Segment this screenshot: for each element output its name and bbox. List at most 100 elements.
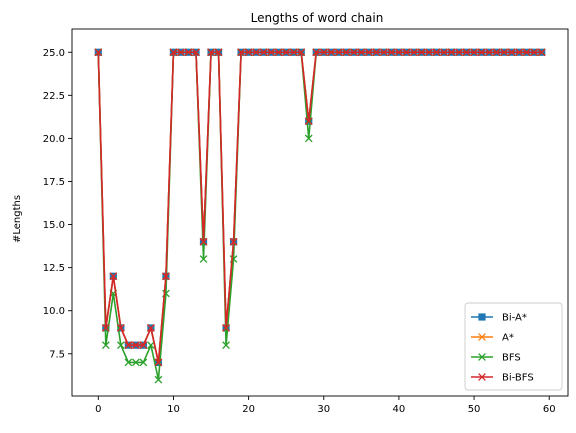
data-point-bfs xyxy=(199,255,208,263)
data-point-bi-bfs xyxy=(417,48,426,57)
data-point-bi-bfs xyxy=(500,48,508,57)
data-point-bi-bfs xyxy=(154,358,163,367)
data-point-bi-bfs xyxy=(387,48,396,57)
legend-label: A* xyxy=(502,333,514,344)
y-axis-label: #Lengths xyxy=(12,195,23,243)
x-tick-label: 20 xyxy=(242,404,255,415)
y-tick-label: 20.0 xyxy=(43,134,65,145)
data-point-bi-bfs xyxy=(116,324,125,332)
data-point-bi-bfs xyxy=(530,48,539,57)
data-point-bi-bfs xyxy=(319,48,328,57)
legend-label: Bi-A* xyxy=(502,313,527,324)
x-tick-label: 0 xyxy=(95,404,101,415)
data-point-bi-bfs xyxy=(312,48,321,57)
data-point-bfs xyxy=(124,358,133,367)
data-point-bi-bfs xyxy=(522,48,531,57)
data-point-bi-bfs xyxy=(199,237,208,246)
series-bi-bfs xyxy=(94,48,546,367)
data-point-bi-bfs xyxy=(334,48,343,57)
data-point-bi-bfs xyxy=(192,48,200,57)
data-point-bi-bfs xyxy=(162,272,170,281)
legend-marker xyxy=(478,373,486,381)
data-point-bi-bfs xyxy=(229,237,238,246)
x-tick-label: 30 xyxy=(317,404,330,415)
data-point-bi-bfs xyxy=(237,48,245,57)
x-tick-label: 60 xyxy=(543,404,556,415)
legend-marker xyxy=(478,313,486,321)
data-point-bi-bfs xyxy=(147,324,155,332)
data-point-bi-bfs xyxy=(492,48,501,57)
legend-entry-bfs: BFS xyxy=(471,353,521,364)
data-point-bi-bfs xyxy=(432,48,441,57)
data-point-bi-bfs xyxy=(364,48,373,57)
data-point-bi-bfs xyxy=(214,48,223,57)
data-point-bfs xyxy=(154,375,163,384)
data-point-bi-bfs xyxy=(455,48,463,57)
data-point-bi-bfs xyxy=(372,48,381,57)
data-point-bi-bfs xyxy=(94,48,103,57)
data-point-bi-bfs xyxy=(440,48,448,57)
data-point-bfs xyxy=(139,358,148,367)
x-tick-label: 10 xyxy=(167,404,180,415)
data-point-bi-bfs xyxy=(304,117,313,126)
y-tick-label: 22.5 xyxy=(43,91,65,102)
data-point-bi-bfs xyxy=(425,48,433,57)
y-tick-label: 12.5 xyxy=(43,263,65,274)
data-point-bi-bfs xyxy=(252,48,260,57)
data-point-bi-bfs xyxy=(139,341,148,350)
legend-box xyxy=(464,302,563,391)
legend-marker xyxy=(478,353,486,361)
data-point-bi-bfs xyxy=(507,48,516,57)
series-line-bi-bfs xyxy=(97,51,542,364)
legend: Bi-A* A* BFS Bi-BFS xyxy=(464,302,563,391)
data-point-bi-bfs xyxy=(132,341,140,350)
y-tick-label: 7.5 xyxy=(49,349,65,360)
y-tick-label: 10.0 xyxy=(43,306,65,317)
data-point-bi-bfs xyxy=(462,48,471,57)
data-point-bi-bfs xyxy=(184,48,193,57)
legend-entry-bi-bfs: Bi-BFS xyxy=(471,373,534,384)
data-point-bi-bfs xyxy=(267,48,276,57)
data-point-bi-bfs xyxy=(349,48,358,57)
data-point-bi-bfs xyxy=(297,48,306,57)
y-tick-label: 25.0 xyxy=(43,48,65,59)
data-point-bi-bfs xyxy=(289,48,298,57)
legend-label: Bi-BFS xyxy=(502,373,534,384)
plot-area xyxy=(94,48,546,384)
data-point-bfs xyxy=(116,341,125,350)
data-point-bi-bfs xyxy=(101,324,110,332)
data-point-bi-bfs xyxy=(410,48,418,57)
data-point-bi-bfs xyxy=(515,48,524,57)
data-point-bi-bfs xyxy=(342,48,351,57)
x-tick-label: 50 xyxy=(468,404,481,415)
data-point-bi-bfs xyxy=(222,324,230,332)
x-tick-label: 40 xyxy=(393,404,406,415)
data-point-bi-bfs xyxy=(244,48,253,57)
data-point-bfs xyxy=(132,358,140,367)
data-point-bi-bfs xyxy=(477,48,486,57)
y-tick-label: 17.5 xyxy=(43,177,65,188)
data-point-bi-bfs xyxy=(470,48,478,57)
data-point-bi-bfs xyxy=(447,48,456,57)
data-point-bi-bfs xyxy=(274,48,283,57)
plot-frame xyxy=(71,28,569,397)
legend-marker xyxy=(478,333,486,341)
data-point-bfs xyxy=(222,341,230,350)
data-point-bi-bfs xyxy=(124,341,133,350)
legend-entry-a: A* xyxy=(471,333,514,344)
data-point-bi-bfs xyxy=(485,48,493,57)
data-point-bi-bfs xyxy=(395,48,403,57)
data-point-bi-bfs xyxy=(537,48,546,57)
data-point-bi-bfs xyxy=(169,48,178,57)
data-point-bfs xyxy=(304,134,313,143)
data-point-bi-bfs xyxy=(327,48,336,57)
data-point-bfs xyxy=(101,341,110,350)
data-point-bi-bfs xyxy=(259,48,268,57)
axis-ticks: 0 10 20 30 40 50 60 7.5 10.0 12.5 15.0 17.5 20.0 22.5… xyxy=(43,48,556,415)
legend-entry-bi-a: Bi-A* xyxy=(471,313,527,324)
y-tick-label: 15.0 xyxy=(43,220,65,231)
data-point-bi-bfs xyxy=(380,48,388,57)
data-point-bi-bfs xyxy=(282,48,291,57)
chart-title: Lengths of word chain xyxy=(251,11,384,25)
